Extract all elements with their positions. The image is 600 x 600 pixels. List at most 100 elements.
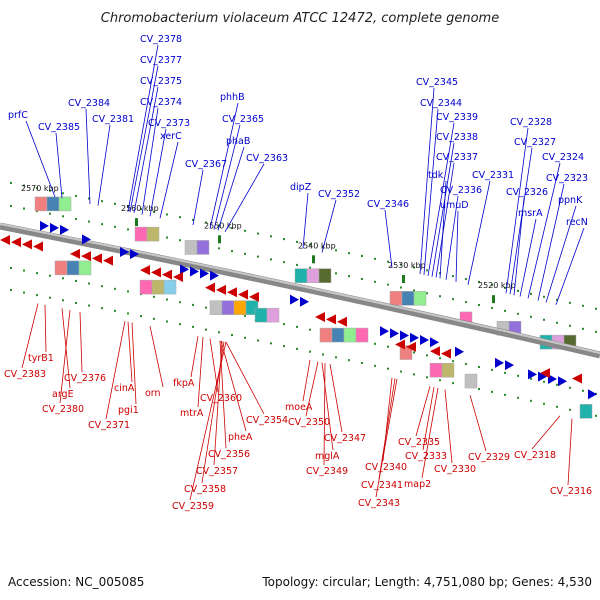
- bottom-leader-line: [531, 415, 561, 450]
- track-dot: [452, 298, 454, 301]
- forward-gene-arrow: [495, 357, 504, 368]
- kbp-tick: [492, 295, 495, 304]
- track-dot: [88, 197, 90, 200]
- bottom-leader-line: [190, 336, 199, 378]
- top-gene-label: CV_2374: [140, 97, 182, 108]
- top-leader-line: [537, 183, 565, 301]
- track-dot: [179, 301, 181, 304]
- track-dot: [127, 228, 129, 231]
- track-dot: [374, 280, 376, 283]
- top-leader-line: [455, 210, 459, 283]
- forward-gene-arrow: [82, 234, 91, 245]
- track-dot: [179, 239, 181, 242]
- gene-block: [389, 291, 403, 306]
- top-gene-label: CV_2377: [140, 55, 182, 66]
- kbp-label: 2530 kbp: [388, 261, 426, 270]
- gene-block: [184, 240, 198, 255]
- bottom-leader-line: [105, 320, 126, 420]
- bottom-leader-line: [329, 364, 343, 433]
- track-dot: [543, 380, 545, 383]
- track-dot: [127, 290, 129, 293]
- track-dot: [374, 342, 376, 345]
- track-dot: [23, 207, 25, 210]
- track-dot: [244, 314, 246, 317]
- bottom-gene-label: CV_2360: [200, 393, 242, 404]
- bottom-leader-line: [375, 378, 398, 498]
- track-dot: [348, 252, 350, 255]
- track-dot: [231, 227, 233, 230]
- track-dot: [517, 289, 519, 292]
- forward-gene-arrow: [455, 346, 464, 357]
- track-dot: [231, 250, 233, 253]
- track-dot: [296, 325, 298, 328]
- top-gene-label: CV_2384: [68, 98, 110, 109]
- track-dot: [361, 254, 363, 257]
- track-dot: [218, 331, 220, 334]
- track-dot: [348, 275, 350, 278]
- kbp-label: 2520 kbp: [478, 281, 516, 290]
- bottom-leader-line: [421, 387, 439, 479]
- track-dot: [153, 317, 155, 320]
- top-leader-line: [149, 128, 167, 217]
- track-dot: [452, 360, 454, 363]
- track-dot: [10, 181, 12, 184]
- forward-gene-arrow: [300, 296, 309, 307]
- track-dot: [413, 351, 415, 354]
- top-leader-line: [97, 124, 111, 206]
- track-dot: [205, 306, 207, 309]
- forward-gene-arrow: [120, 247, 129, 258]
- track-dot: [426, 376, 428, 379]
- track-dot: [465, 301, 467, 304]
- track-dot: [530, 292, 532, 295]
- track-dot: [114, 202, 116, 205]
- track-dot: [530, 377, 532, 380]
- bottom-gene-label: tyrB1: [28, 353, 54, 364]
- track-dot: [543, 402, 545, 405]
- track-dot: [452, 275, 454, 278]
- top-leader-line: [127, 44, 159, 212]
- track-dot: [426, 269, 428, 272]
- track-dot: [530, 399, 532, 402]
- forward-gene-arrow: [390, 328, 399, 339]
- track-dot: [543, 318, 545, 321]
- forward-gene-arrow: [130, 249, 139, 260]
- top-leader-line: [505, 127, 529, 294]
- forward-gene-arrow: [290, 294, 299, 305]
- bottom-leader-line: [149, 326, 164, 388]
- top-gene-label: msrA: [518, 208, 543, 219]
- track-dot: [75, 194, 77, 197]
- top-leader-line: [224, 163, 265, 232]
- top-leader-line: [519, 218, 537, 297]
- track-dot: [257, 255, 259, 258]
- top-gene-label: CV_2381: [92, 114, 134, 125]
- track-dot: [569, 386, 571, 389]
- top-gene-label: CV_2336: [440, 185, 482, 196]
- top-leader-line: [55, 132, 63, 199]
- forward-gene-arrow: [548, 373, 557, 384]
- track-dot: [127, 312, 129, 315]
- track-dot: [283, 323, 285, 326]
- gene-block: [196, 240, 210, 255]
- track-dot: [582, 327, 584, 330]
- track-dot: [595, 307, 597, 310]
- gene-block: [58, 196, 72, 212]
- bottom-gene-label: CV_2318: [514, 450, 556, 461]
- track-dot: [569, 324, 571, 327]
- top-gene-label: CV_2346: [367, 199, 409, 210]
- bottom-gene-label: CV_2356: [208, 449, 250, 460]
- top-leader-line: [321, 199, 337, 253]
- forward-gene-arrow: [380, 326, 389, 337]
- reverse-gene-arrow: [103, 255, 113, 266]
- track-dot: [387, 260, 389, 263]
- bottom-gene-label: CV_2371: [88, 420, 130, 431]
- track-dot: [296, 240, 298, 243]
- reverse-gene-arrow: [249, 291, 259, 302]
- top-gene-label: CV_2337: [436, 152, 478, 163]
- track-dot: [192, 303, 194, 306]
- gene-block: [254, 307, 268, 323]
- gene-block: [331, 327, 345, 343]
- top-gene-label: umuD: [440, 200, 469, 211]
- top-gene-label: CV_2327: [514, 137, 556, 148]
- top-leader-line: [85, 108, 91, 204]
